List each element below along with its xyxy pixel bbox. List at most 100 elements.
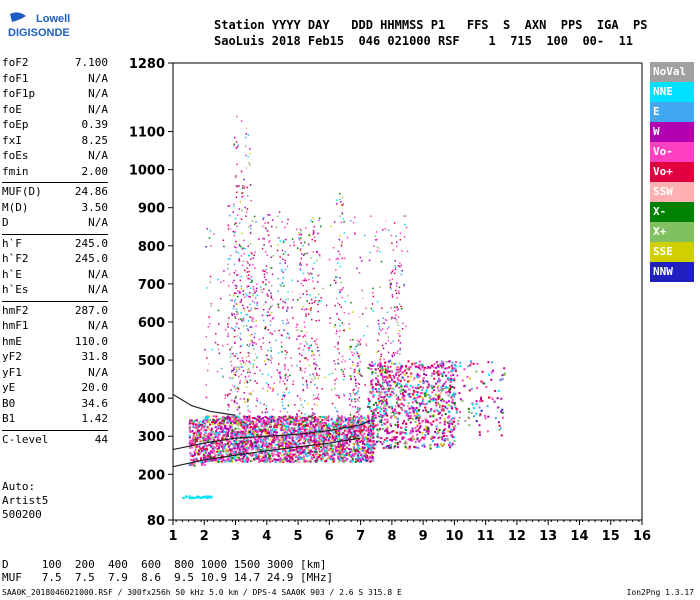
echo-point: [299, 232, 302, 235]
echo-point: [501, 411, 504, 414]
echo-point: [271, 273, 274, 276]
echo-point: [302, 388, 304, 391]
echo-point: [335, 445, 338, 448]
echo-point: [266, 446, 269, 449]
echo-point: [390, 342, 392, 344]
echo-point: [316, 343, 319, 346]
echo-point: [286, 425, 289, 428]
echo-point: [342, 287, 344, 289]
echo-point: [446, 390, 449, 393]
echo-point: [217, 442, 220, 445]
echo-point: [438, 428, 441, 431]
echo-point: [315, 452, 318, 455]
echo-point: [299, 430, 302, 433]
echo-point: [346, 430, 349, 433]
echo-point: [406, 412, 409, 415]
echo-point: [386, 311, 389, 314]
echo-point: [271, 452, 274, 455]
echo-point: [387, 229, 390, 231]
echo-point: [249, 379, 252, 382]
echo-point: [448, 411, 451, 414]
echo-point: [219, 430, 222, 433]
echo-point: [242, 430, 245, 433]
echo-point: [226, 323, 229, 325]
echo-point: [233, 329, 236, 331]
echo-point: [272, 453, 275, 456]
echo-point: [229, 426, 232, 429]
echo-point: [311, 413, 313, 416]
echo-point: [381, 402, 384, 404]
echo-point: [272, 387, 274, 390]
echo-point: [299, 397, 302, 400]
echo-point: [297, 440, 300, 443]
param-name: foF1: [2, 71, 29, 85]
echo-point: [377, 440, 380, 443]
echo-point: [379, 359, 381, 361]
echo-point: [313, 398, 315, 401]
echo-point: [294, 422, 297, 425]
echo-point: [197, 426, 200, 429]
echo-point: [334, 445, 337, 448]
echo-point: [351, 427, 354, 430]
echo-point: [379, 420, 381, 422]
echo-point: [436, 410, 439, 413]
echo-point: [204, 439, 207, 442]
echo-point: [254, 445, 257, 448]
echo-point: [318, 319, 320, 322]
echo-point: [267, 329, 270, 331]
echo-point: [204, 463, 207, 466]
echo-point: [236, 146, 239, 148]
echo-point: [252, 390, 255, 393]
echo-point: [386, 421, 389, 424]
echo-point: [337, 258, 340, 261]
param-name: h`F2: [2, 252, 29, 265]
echo-point: [354, 406, 357, 408]
echo-point: [394, 410, 397, 413]
echo-point: [451, 442, 454, 445]
echo-point: [330, 443, 333, 446]
echo-point: [249, 439, 252, 442]
echo-point: [264, 363, 267, 366]
echo-point: [300, 282, 303, 285]
echo-point: [245, 360, 248, 362]
echo-point: [431, 440, 434, 443]
echo-point: [288, 415, 291, 418]
echo-point: [299, 442, 302, 445]
echo-point: [330, 425, 333, 428]
parameter-table: foF2 7.100 foF1 N/A foF1p N/A foE N/A foEp 0.39 fx…: [2, 56, 108, 448]
echo-point: [454, 368, 457, 371]
echo-point: [358, 460, 361, 463]
echo-point: [329, 447, 332, 450]
echo-point: [234, 315, 236, 318]
echo-point: [243, 454, 246, 457]
echo-point: [227, 326, 229, 328]
autoscale-info: Auto: Artist5 500200: [2, 480, 48, 522]
echo-point: [279, 283, 282, 286]
echo-point: [188, 434, 191, 437]
echo-point: [243, 269, 246, 272]
echo-point: [360, 439, 363, 442]
echo-point: [207, 454, 210, 457]
echo-point: [345, 447, 348, 450]
echo-point: [356, 453, 359, 456]
echo-point: [427, 400, 430, 403]
echo-point: [332, 426, 335, 429]
echo-point: [435, 366, 438, 369]
echo-point: [217, 348, 220, 351]
echo-point: [391, 270, 394, 273]
echo-point: [238, 260, 241, 262]
echo-point: [390, 362, 393, 365]
echo-point: [367, 447, 370, 450]
echo-point: [356, 434, 359, 437]
echo-point: [397, 379, 400, 382]
echo-point: [277, 304, 280, 306]
echo-point: [238, 258, 241, 261]
echo-point: [356, 415, 359, 418]
echo-point: [218, 445, 221, 448]
echo-point: [288, 416, 291, 419]
echo-point: [221, 429, 224, 432]
echo-point: [361, 434, 364, 437]
echo-point: [252, 318, 254, 320]
echo-point: [220, 460, 223, 463]
echo-point: [215, 442, 218, 445]
